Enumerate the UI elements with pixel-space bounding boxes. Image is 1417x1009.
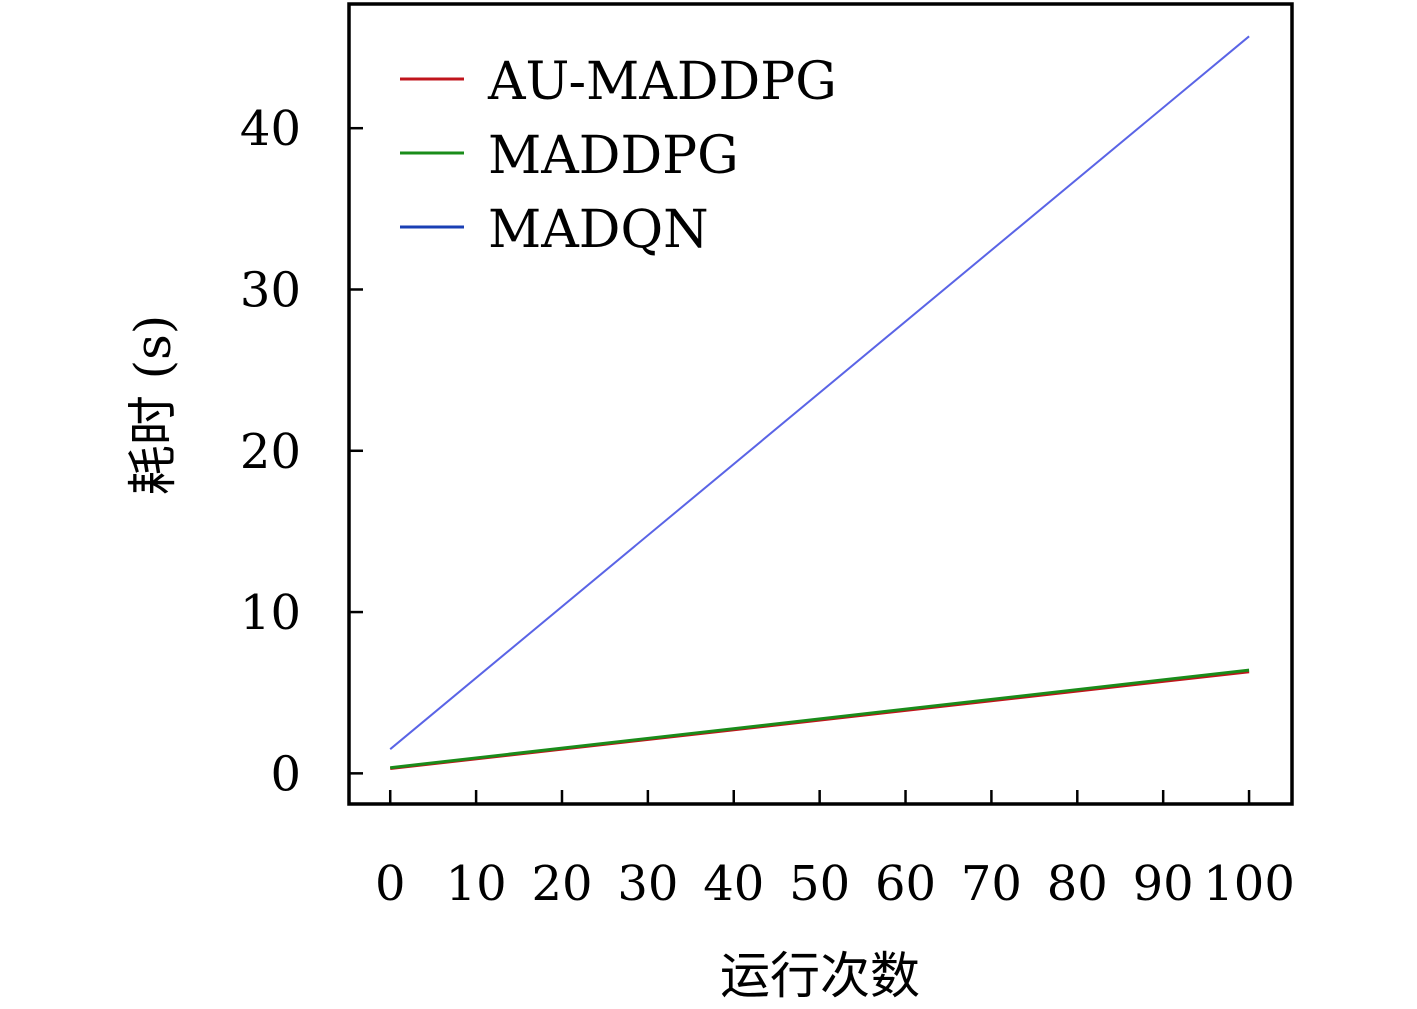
x-tick-label: 10 xyxy=(446,856,507,912)
x-tick-label: 90 xyxy=(1133,856,1194,912)
x-tick-label: 60 xyxy=(875,856,936,912)
x-tick-label: 50 xyxy=(789,856,850,912)
x-axis-title: 运行次数 xyxy=(720,947,920,1005)
series-line-maddpg xyxy=(390,668,1250,770)
legend-label-au-maddpg: AU-MADDPG xyxy=(487,52,837,112)
x-tick-label: 20 xyxy=(531,856,592,912)
y-tick-label: 0 xyxy=(270,746,301,802)
y-tick-label: 20 xyxy=(240,424,301,480)
x-tick-label: 30 xyxy=(617,856,678,912)
x-tick-label: 40 xyxy=(703,856,764,912)
series-layer xyxy=(389,35,1250,770)
series-line-madqn xyxy=(389,35,1250,750)
y-tick-label: 10 xyxy=(240,585,301,641)
x-tick-label: 0 xyxy=(375,856,406,912)
y-axis-title: 耗时 (s) xyxy=(124,315,182,496)
y-tick-label: 40 xyxy=(240,101,301,157)
x-tick-label: 100 xyxy=(1203,856,1295,912)
ticks-layer: 0 10 20 30 40 50 60 70 80 90 100 0 10 20 30 40 xyxy=(240,101,1295,912)
legend-label-maddpg: MADDPG xyxy=(488,126,739,186)
legend: AU-MADDPG MADDPG MADQN xyxy=(400,52,837,260)
x-tick-label: 70 xyxy=(961,856,1022,912)
y-tick-label: 30 xyxy=(240,262,301,318)
legend-label-madqn: MADQN xyxy=(488,200,709,260)
x-tick-label: 80 xyxy=(1047,856,1108,912)
